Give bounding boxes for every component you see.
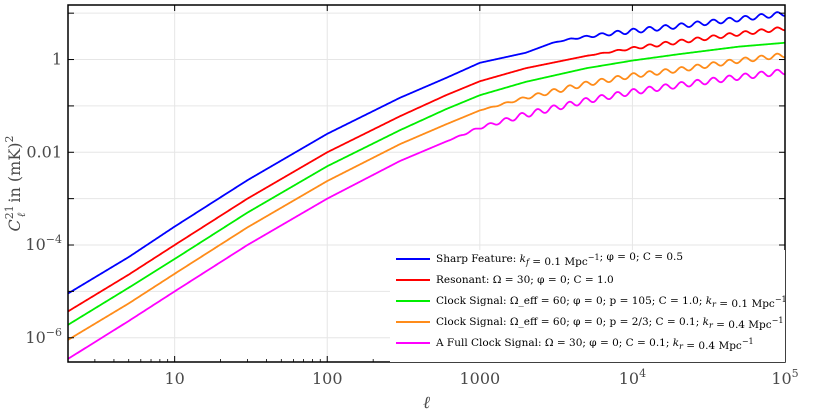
y-tick-label: 10−6 [25,326,62,347]
series-line-1 [67,26,786,313]
x-tick-label: 100 [312,369,343,388]
series-layer [67,11,786,360]
legend-entry-text: Clock Signal: Ω_eff = 60; φ = 0; p = 105… [436,295,787,310]
y-tick-label: 1 [52,50,62,69]
x-tick-label: 1000 [459,369,500,388]
legend-entry-text: Clock Signal: Ω_eff = 60; φ = 0; p = 2/3… [436,316,783,331]
y-axis-label: C21ℓ in (mK)2 [3,135,28,231]
x-tick-label: 10 [164,369,184,388]
legend-entry-text: Resonant: Ω = 30; φ = 0; C = 1.0 [436,274,614,286]
series-line-2 [67,41,786,326]
legend-entry-text: Sharp Feature: kf = 0.1 Mpc−1; φ = 0; C … [436,251,683,268]
series-line-0 [67,11,786,295]
legend-box [390,250,785,362]
series-line-3 [67,52,786,341]
y-tick-label: 10−4 [25,233,62,254]
x-axis-label: ℓ [423,393,430,413]
y-tick-label: 0.01 [26,142,62,161]
y-axis-label-text: C21ℓ in (mK)2 [3,135,28,231]
x-tick-label: 105 [771,367,798,388]
series-line-4 [67,68,786,360]
legend: Sharp Feature: kf = 0.1 Mpc−1; φ = 0; C … [390,250,787,362]
x-tick-label: 104 [619,367,646,388]
legend-entry-text: A Full Clock Signal: Ω = 30; φ = 0; C = … [435,337,754,352]
tick-labels: 10 100 1000 104 105 10−6 10−4 0.01 1 [25,50,798,388]
